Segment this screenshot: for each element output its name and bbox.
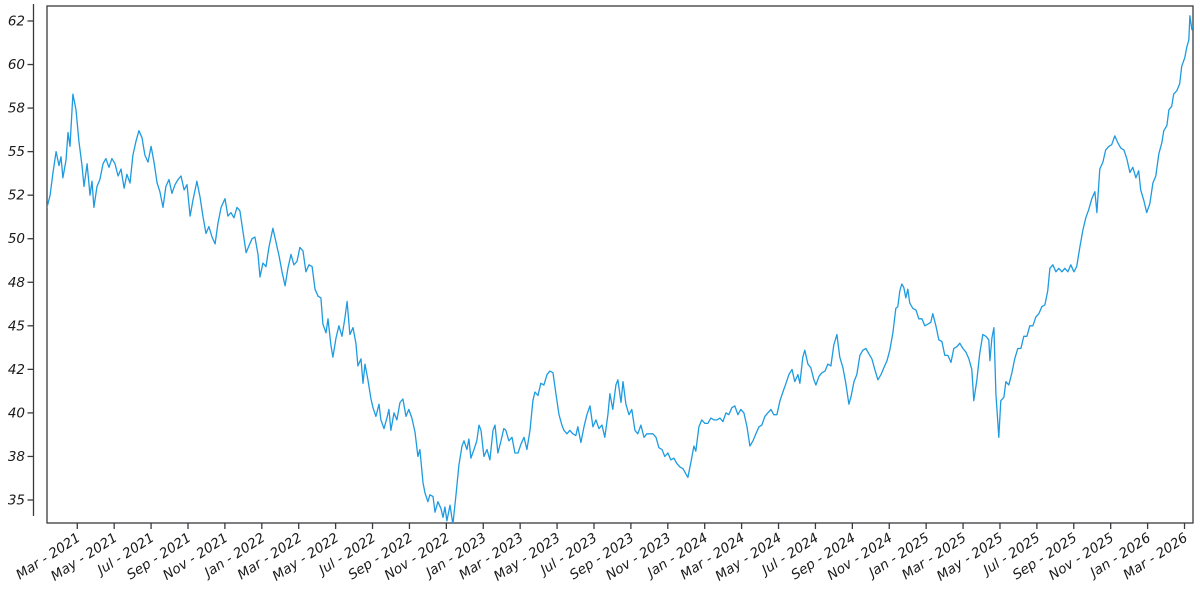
y-tick-label: 40 [8, 405, 25, 421]
y-tick-label: 50 [8, 231, 25, 247]
y-tick-label: 52 [8, 188, 25, 204]
plot-border [46, 5, 1194, 524]
series-lines [47, 15, 1193, 523]
y-axis-ticks: 62 60 58 55 52 50 48 45 42 40 38 35 [8, 13, 34, 509]
y-tick-label: 60 [8, 57, 25, 73]
y-tick-label: 45 [8, 318, 25, 334]
y-tick-label: 62 [8, 13, 25, 29]
y-tick-label: 35 [8, 493, 25, 509]
y-tick-label: 55 [8, 144, 25, 160]
y-tick-label: 48 [8, 275, 25, 291]
y-tick-label: 42 [8, 362, 25, 378]
price-line [47, 15, 1193, 523]
y-tick-label: 38 [8, 449, 25, 465]
y-tick-label: 58 [8, 101, 25, 117]
